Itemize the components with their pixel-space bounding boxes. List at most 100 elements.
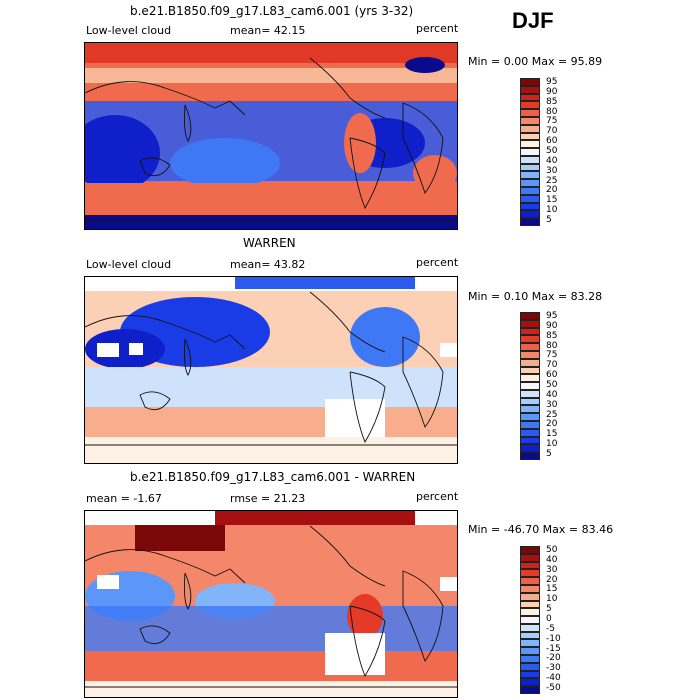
colorbar-tick-label: -30 [546, 663, 561, 674]
colorbar-swatch [520, 179, 540, 188]
panel2-arctic-blue-strip [235, 277, 415, 289]
colorbar-swatch [520, 662, 540, 671]
colorbar-swatch [520, 155, 540, 164]
colorbar-swatch [520, 647, 540, 656]
colorbar-swatch [520, 421, 540, 429]
colorbar-swatch [520, 335, 540, 344]
panel3-rmse-label: rmse = 21.23 [230, 492, 306, 505]
colorbar-tick-label: 5 [546, 449, 552, 460]
colorbar-tick-label: 75 [546, 116, 558, 127]
panel1-greenland-low [405, 57, 445, 73]
panel2-units-label: percent [416, 256, 459, 269]
colorbar-swatch [520, 312, 540, 320]
colorbar-tick-label: 30 [546, 564, 558, 575]
colorbar-tick-label: -5 [546, 623, 555, 634]
colorbar-swatch [520, 592, 540, 601]
panel2-colorbar: 95 90 85 80 75 70 60 50 40 30 25 20 15 10 5 [520, 310, 580, 462]
panel2-sahara-blue [85, 329, 165, 369]
colorbar-tick-label: 95 [546, 310, 558, 321]
colorbar-swatch [520, 202, 540, 211]
colorbar-tick-label: 80 [546, 340, 558, 351]
colorbar-swatch [520, 140, 540, 149]
colorbar-tick-label: 10 [546, 439, 558, 450]
colorbar-tick-label: 70 [546, 126, 558, 137]
colorbar-tick-label: 40 [546, 155, 558, 166]
colorbar-swatch [520, 608, 540, 617]
colorbar-swatch [520, 109, 540, 117]
panel3-minmax: Min = -46.70 Max = 83.46 [468, 523, 614, 536]
panel1-colorbar: 95 90 85 80 75 70 60 50 40 30 25 20 15 10 5 [520, 77, 580, 228]
panel2-map [84, 276, 458, 464]
colorbar-swatch [520, 187, 540, 195]
colorbar-swatch [520, 194, 540, 203]
panel1-minmax: Min = 0.00 Max = 95.89 [468, 55, 603, 68]
colorbar-tick-label: 5 [546, 215, 552, 226]
colorbar-swatch [520, 436, 540, 445]
panel1-coastlines [85, 57, 457, 221]
panel1-peru-stratocumulus [344, 113, 376, 173]
colorbar-swatch [520, 546, 540, 554]
colorbar-swatch [520, 358, 540, 367]
colorbar-tick-label: 5 [546, 604, 552, 615]
colorbar-tick-label: 90 [546, 320, 558, 331]
panel3-map [84, 510, 458, 698]
colorbar-swatch [520, 163, 540, 172]
colorbar-swatch [520, 382, 540, 390]
colorbar-swatch [520, 553, 540, 562]
colorbar-swatch [520, 655, 540, 663]
panel1-namibia-stratocumulus [413, 155, 457, 191]
colorbar-swatch [520, 397, 540, 406]
colorbar-tick-label: -10 [546, 633, 561, 644]
panel2-antarctic-band [85, 437, 457, 463]
colorbar-tick-label: 40 [546, 389, 558, 400]
colorbar-swatch [520, 350, 540, 359]
colorbar-swatch [520, 413, 540, 422]
colorbar-swatch [520, 366, 540, 375]
panel2-missing-patch-c [440, 343, 457, 357]
colorbar-tick-label: 10 [546, 205, 558, 216]
panel1-sh-storm-band [85, 183, 457, 215]
panel2-missing-patch-b [129, 343, 143, 355]
panel2-tropical-light-blue [85, 367, 457, 407]
colorbar-swatch [520, 639, 540, 648]
colorbar-swatch [520, 148, 540, 156]
colorbar-tick-label: 60 [546, 370, 558, 381]
panel3-antarctic-band [85, 681, 457, 697]
panel3-missing-patch-b [97, 575, 119, 589]
colorbar-tick-label: 90 [546, 86, 558, 97]
panel1-arctic-band [85, 43, 457, 63]
colorbar-tick-label: 15 [546, 584, 558, 595]
colorbar-swatch [520, 600, 540, 609]
colorbar-swatch [520, 678, 540, 687]
colorbar-swatch [520, 327, 540, 336]
panel3-units-label: percent [416, 490, 459, 503]
colorbar-tick-label: 10 [546, 594, 558, 605]
panel3-colorbar: 50 40 30 20 15 10 5 0 -5 -10 -15 -20 -30 -40 -50 [520, 545, 580, 696]
colorbar-swatch [520, 85, 540, 94]
colorbar-swatch [520, 78, 540, 86]
colorbar-swatch [520, 405, 540, 414]
colorbar-swatch [520, 343, 540, 351]
colorbar-tick-label: -20 [546, 653, 561, 664]
colorbar-tick-label: -15 [546, 643, 561, 654]
panel2-minmax: Min = 0.10 Max = 83.28 [468, 290, 603, 303]
colorbar-swatch [520, 101, 540, 110]
panel2-variable-label: Low-level cloud [86, 258, 172, 271]
panel1-map [84, 42, 458, 230]
colorbar-swatch [520, 171, 540, 180]
colorbar-tick-label: 40 [546, 554, 558, 565]
panel1-antarctic-band [85, 215, 457, 229]
panel2-coastlines [85, 291, 457, 446]
panel1-pacific-west-blue [170, 138, 280, 188]
colorbar-tick-label: 75 [546, 350, 558, 361]
colorbar-swatch [520, 569, 540, 578]
colorbar-swatch [520, 616, 540, 624]
panel3-missing-patch-c [440, 577, 457, 591]
colorbar-swatch [520, 210, 540, 219]
panel3-sh-band [85, 651, 457, 681]
panel2-missing-patch-a [97, 343, 119, 357]
panel1-indian-west-blue [85, 115, 160, 191]
colorbar-swatch [520, 623, 540, 632]
panel2-missing-patch-e [325, 405, 385, 441]
colorbar-swatch [520, 374, 540, 383]
